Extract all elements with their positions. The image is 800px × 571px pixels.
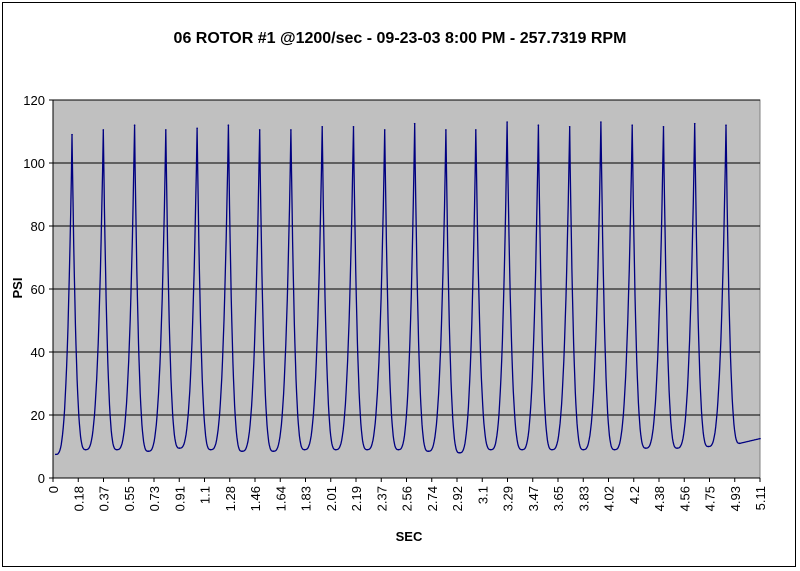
trough-point <box>147 450 149 453</box>
trough-point <box>84 448 87 451</box>
peak-point <box>258 129 261 131</box>
x-tick-label: 4.02 <box>602 486 617 511</box>
trough-point <box>582 448 585 451</box>
x-tick-label: 3.47 <box>526 486 541 511</box>
peak-point <box>321 125 324 128</box>
x-tick-label: 4.2 <box>627 486 642 504</box>
y-tick-label: 0 <box>38 471 45 486</box>
x-tick-label: 4.38 <box>652 486 667 511</box>
y-tick-label: 60 <box>31 282 45 297</box>
peak-point <box>102 129 105 131</box>
x-tick-label: 4.56 <box>677 486 692 511</box>
series-group <box>54 121 761 456</box>
peak-point <box>445 129 447 131</box>
trough-point <box>366 448 368 451</box>
x-tick-label: 4.75 <box>703 486 718 511</box>
trough-point <box>738 442 741 445</box>
peak-point <box>537 124 540 126</box>
x-tick-label: 0.55 <box>122 486 137 511</box>
peak-point <box>290 129 292 131</box>
trough-point <box>676 447 678 449</box>
trough-point <box>521 448 523 451</box>
x-tick-label: 3.29 <box>501 486 516 511</box>
x-tick-label: 2.19 <box>349 486 364 511</box>
peak-point <box>227 124 230 126</box>
x-axis-ticks: 0 0.18 0.37 0.55 0.73 0.91 1.1 1.28 1.46 1.64 1.83… <box>46 478 768 511</box>
peak-point <box>71 133 73 136</box>
trough-point <box>759 437 761 440</box>
trough-point <box>397 448 400 451</box>
peak-point <box>693 122 696 125</box>
trough-point <box>54 453 57 456</box>
peak-point <box>475 129 477 131</box>
peak-point <box>506 121 508 123</box>
peak-point <box>631 124 633 126</box>
x-tick-label: 1.46 <box>248 486 263 511</box>
x-tick-label: 1.64 <box>273 486 288 511</box>
x-tick-label: 1.28 <box>223 486 238 511</box>
x-tick-label: 3.83 <box>576 486 591 511</box>
peak-point <box>196 127 198 130</box>
x-tick-label: 2.01 <box>324 486 339 511</box>
x-tick-label: 2.92 <box>450 486 465 511</box>
peak-point <box>383 129 386 131</box>
x-tick-label: 3.65 <box>551 486 566 511</box>
y-axis-ticks: 0 20 40 60 80 100 120 <box>23 93 53 486</box>
y-tick-label: 100 <box>23 156 45 171</box>
peak-point <box>662 125 665 128</box>
trough-point <box>551 448 553 451</box>
trough-point <box>613 448 616 451</box>
trough-point <box>489 448 492 451</box>
x-tick-label: 1.1 <box>198 486 213 504</box>
x-tick-label: 3.1 <box>475 486 490 504</box>
peak-point <box>413 122 416 125</box>
peak-point <box>165 129 167 131</box>
x-tick-label: 0.73 <box>147 486 162 511</box>
gridlines <box>53 99 760 416</box>
y-axis-title: PSI <box>10 278 25 299</box>
trough-point <box>427 450 430 453</box>
y-tick-label: 20 <box>31 408 45 423</box>
y-tick-label: 80 <box>31 219 45 234</box>
trough-point <box>178 447 181 449</box>
trough-point <box>707 445 710 448</box>
trough-point <box>303 448 306 451</box>
x-tick-label: 0.91 <box>172 486 187 511</box>
x-tick-label: 2.56 <box>400 486 415 511</box>
x-tick-label: 5.11 <box>753 486 768 510</box>
peak-point <box>725 124 727 126</box>
series-line-0 <box>55 121 761 456</box>
y-tick-label: 40 <box>31 345 45 360</box>
x-tick-label: 2.74 <box>425 486 440 511</box>
peak-point <box>133 124 136 126</box>
x-tick-label: 1.83 <box>299 486 314 511</box>
x-axis-title: SEC <box>396 529 423 544</box>
x-tick-label: 0 <box>46 486 61 493</box>
trough-point <box>335 448 337 451</box>
peak-point <box>352 125 355 128</box>
x-tick-label: 0.37 <box>97 486 112 511</box>
x-tick-label: 4.93 <box>728 486 743 511</box>
peak-point <box>600 121 602 123</box>
trough-point <box>116 448 118 451</box>
trough-point <box>272 450 275 453</box>
trough-point <box>209 448 212 451</box>
trough-point <box>644 447 647 449</box>
x-tick-label: 0.18 <box>71 486 86 511</box>
trough-point <box>458 452 461 454</box>
peak-point <box>568 125 571 128</box>
trough-point <box>241 450 243 453</box>
y-tick-label: 120 <box>23 93 45 108</box>
x-tick-label: 2.37 <box>374 486 389 511</box>
chart-title: 06 ROTOR #1 @1200/sec - 09-23-03 8:00 PM… <box>174 30 627 47</box>
